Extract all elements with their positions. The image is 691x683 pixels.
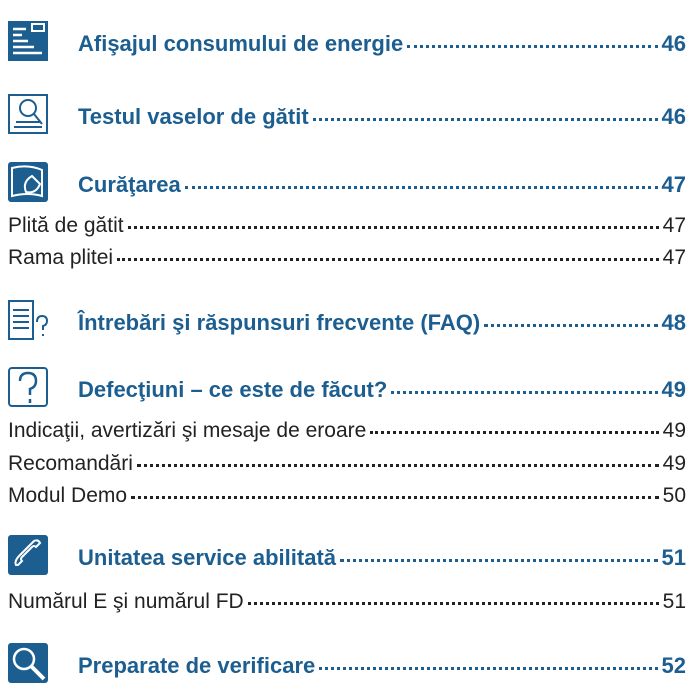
leader — [407, 45, 658, 48]
section-icon — [8, 300, 48, 340]
section-heading-title: Defecţiuni – ce este de făcut? — [78, 377, 388, 402]
section-item-page: 47 — [662, 214, 686, 237]
section-heading-page: 48 — [661, 310, 686, 335]
leader — [247, 602, 659, 605]
section-icon — [8, 367, 48, 407]
section-item-page: 49 — [662, 419, 686, 442]
section-item: Recomandări 49 — [8, 452, 686, 476]
section-item-title: Plită de gătit — [8, 214, 124, 237]
section-heading-title: Preparate de verificare — [78, 653, 316, 678]
section-heading-page: 47 — [661, 172, 686, 197]
leader — [340, 559, 658, 562]
section-icon — [8, 535, 48, 575]
section-heading: Afişajul consumului de energie 46 — [78, 31, 686, 57]
section-heading-title: Testul vaselor de gătit — [78, 104, 309, 129]
leader — [370, 431, 659, 434]
section-item: Modul Demo 50 — [8, 484, 686, 508]
section-heading: Defecţiuni – ce este de făcut? 49 — [78, 377, 686, 403]
section-item: Indicaţii, avertizări şi mesaje de eroar… — [8, 419, 686, 443]
section-icon — [8, 162, 48, 202]
leader — [136, 464, 659, 467]
leader — [319, 667, 658, 670]
section-item-page: 51 — [662, 590, 686, 613]
leader — [312, 118, 658, 121]
section-heading-page: 51 — [661, 545, 686, 570]
section-icon — [8, 643, 48, 683]
leader — [184, 186, 658, 189]
leader — [127, 226, 659, 229]
section-icon — [8, 94, 48, 134]
section-item-title: Recomandări — [8, 452, 133, 475]
section-item-title: Indicaţii, avertizări şi mesaje de eroar… — [8, 419, 367, 442]
section-heading-page: 49 — [661, 377, 686, 402]
section-heading: Testul vaselor de gătit 46 — [78, 104, 686, 130]
section-heading-title: Afişajul consumului de energie — [78, 31, 404, 56]
section-item-page: 50 — [662, 484, 686, 507]
section-heading: Întrebări şi răspunsuri frecvente (FAQ) 4… — [78, 310, 686, 336]
section-heading: Preparate de verificare 52 — [78, 653, 686, 679]
section-heading-title: Curăţarea — [78, 172, 181, 197]
section-heading-page: 46 — [661, 31, 686, 56]
section-heading-title: Unitatea service abilitată — [78, 545, 337, 570]
section-item-title: Rama plitei — [8, 246, 114, 269]
section-heading: Curăţarea 47 — [78, 172, 686, 198]
section-heading-page: 52 — [661, 653, 686, 678]
section-icon — [8, 21, 48, 61]
section-item-page: 47 — [662, 246, 686, 269]
section-item: Plită de gătit 47 — [8, 214, 686, 238]
leader — [484, 324, 658, 327]
section-item-page: 49 — [662, 452, 686, 475]
section-item-title: Numărul E şi numărul FD — [8, 590, 244, 613]
section-item-title: Modul Demo — [8, 484, 128, 507]
leader — [131, 496, 659, 499]
section-item: Rama plitei 47 — [8, 246, 686, 270]
leader — [391, 391, 658, 394]
section-heading-title: Întrebări şi răspunsuri frecvente (FAQ) — [78, 310, 481, 335]
section-heading-page: 46 — [661, 104, 686, 129]
section-heading: Unitatea service abilitată 51 — [78, 545, 686, 571]
leader — [117, 258, 659, 261]
section-item: Numărul E şi numărul FD 51 — [8, 590, 686, 614]
